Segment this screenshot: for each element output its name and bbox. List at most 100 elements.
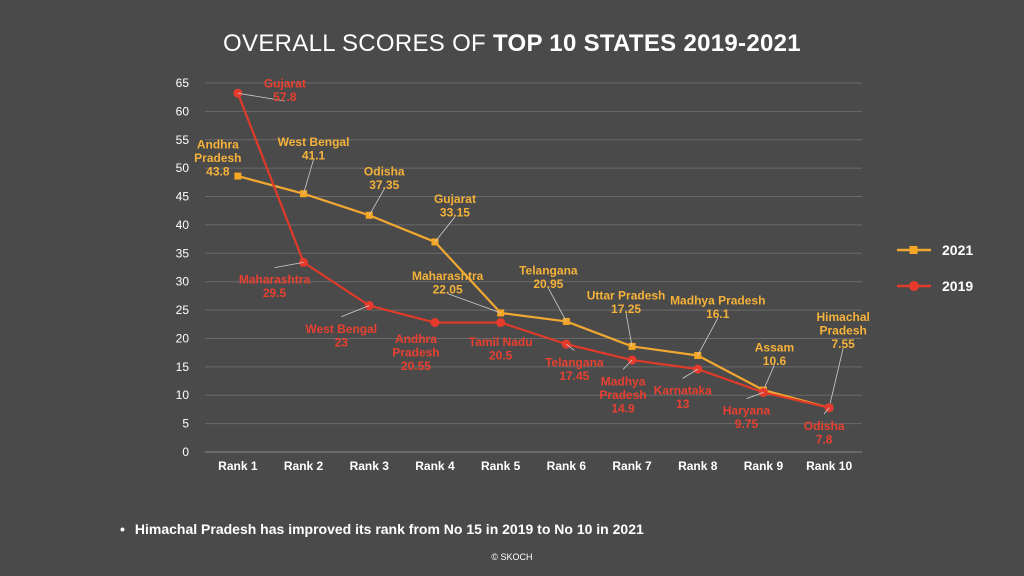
data-label-2021: 37.35 bbox=[369, 178, 399, 192]
credit-text: © SKOCH bbox=[491, 552, 533, 562]
leader-line bbox=[303, 159, 314, 194]
leader-line bbox=[697, 318, 719, 356]
point-2019 bbox=[430, 318, 440, 328]
y-tick-label: 45 bbox=[176, 190, 190, 204]
data-label-2021: 20.95 bbox=[533, 277, 563, 291]
data-label-2019: Tamil Nadu bbox=[469, 335, 533, 349]
data-label-2019: 20.5 bbox=[489, 348, 513, 362]
x-tick-label: Rank 3 bbox=[350, 459, 390, 473]
data-label-2019: 17.45 bbox=[559, 369, 589, 383]
leader-line bbox=[746, 392, 764, 400]
y-tick-label: 35 bbox=[176, 246, 190, 260]
leader-line bbox=[237, 92, 285, 102]
data-label-2019: Odisha bbox=[804, 419, 845, 433]
leader-line bbox=[274, 261, 304, 269]
data-label-2021: Uttar Pradesh bbox=[587, 289, 666, 303]
series-line-2019 bbox=[236, 92, 830, 409]
leader-line bbox=[763, 364, 775, 391]
data-label-2019: West Bengal bbox=[305, 322, 377, 336]
x-tick-label: Rank 9 bbox=[744, 459, 784, 473]
legend-label-2019: 2019 bbox=[942, 278, 973, 294]
y-tick-label: 50 bbox=[176, 161, 190, 175]
bullet-icon: • bbox=[120, 521, 125, 537]
data-label-2021: Assam bbox=[755, 340, 794, 354]
data-label-2019: Karnataka bbox=[654, 383, 712, 397]
data-label-2021: Andhra bbox=[197, 138, 239, 152]
data-label-2019: 14.9 bbox=[611, 402, 635, 416]
data-label-2019: Pradesh bbox=[392, 346, 439, 360]
leader-line bbox=[828, 348, 844, 408]
leader-line bbox=[566, 343, 575, 351]
leader-line bbox=[622, 359, 633, 370]
data-label-2021: 16.1 bbox=[706, 307, 730, 321]
leader-line bbox=[682, 368, 698, 379]
chart-title-bold: TOP 10 STATES 2019-2021 bbox=[492, 30, 801, 57]
data-label-2019: 23 bbox=[335, 335, 349, 349]
data-label-2021: Maharashtra bbox=[412, 269, 484, 283]
data-label-2021: Madhya Pradesh bbox=[670, 294, 765, 308]
x-tick-label: Rank 5 bbox=[481, 459, 521, 473]
y-tick-label: 30 bbox=[176, 275, 190, 289]
data-label-2021: 10.6 bbox=[763, 354, 787, 368]
x-tick-label: Rank 2 bbox=[284, 459, 324, 473]
y-tick-label: 20 bbox=[176, 331, 190, 345]
legend-marker-2019 bbox=[909, 281, 919, 291]
y-tick-label: 0 bbox=[182, 445, 189, 459]
y-tick-label: 25 bbox=[176, 303, 190, 317]
data-label-2021: Pradesh bbox=[819, 324, 866, 338]
x-tick-label: Rank 8 bbox=[678, 459, 718, 473]
data-label-2021: Odisha bbox=[364, 165, 405, 179]
footnote-text: Himachal Pradesh has improved its rank f… bbox=[134, 521, 644, 537]
y-tick-label: 40 bbox=[176, 218, 190, 232]
leader-line bbox=[625, 313, 633, 347]
legend-label-2021: 2021 bbox=[942, 242, 973, 258]
chart-title-regular: OVERALL SCORES OF bbox=[223, 30, 486, 57]
x-tick-label: Rank 6 bbox=[547, 459, 587, 473]
x-tick-label: Rank 7 bbox=[612, 459, 652, 473]
leader-line bbox=[368, 188, 385, 216]
data-label-2019: 20.55 bbox=[401, 359, 431, 373]
leader-line bbox=[823, 407, 830, 415]
y-tick-label: 5 bbox=[182, 417, 189, 431]
x-tick-label: Rank 4 bbox=[415, 459, 455, 473]
data-label-2019: Andhra bbox=[395, 332, 437, 346]
chart-title: OVERALL SCORES OF TOP 10 STATES 2019-202… bbox=[0, 30, 1024, 58]
series-line-2021 bbox=[237, 175, 830, 409]
data-label-2021: West Bengal bbox=[278, 135, 350, 149]
legend-marker-2021 bbox=[909, 246, 918, 254]
data-label-2019: 13 bbox=[676, 397, 690, 411]
data-label-2021: 41.1 bbox=[302, 148, 326, 162]
data-label-2021: 17.25 bbox=[611, 302, 641, 316]
data-label-2019: 57.8 bbox=[273, 90, 297, 104]
point-2021 bbox=[234, 172, 242, 180]
leader-line bbox=[547, 287, 567, 322]
data-label-2021: Pradesh bbox=[194, 151, 241, 165]
data-label-2021: Himachal bbox=[816, 310, 869, 324]
y-tick-label: 60 bbox=[176, 104, 190, 118]
data-label-2021: 43.8 bbox=[206, 165, 230, 179]
x-tick-label: Rank 10 bbox=[806, 459, 852, 473]
y-tick-label: 55 bbox=[176, 133, 190, 147]
y-tick-label: 10 bbox=[176, 388, 190, 402]
data-label-2021: Telangana bbox=[519, 264, 578, 278]
y-tick-label: 65 bbox=[176, 76, 190, 90]
data-label-2019: 29.5 bbox=[263, 286, 287, 300]
data-label-2019: 9.75 bbox=[735, 417, 759, 431]
data-label-2021: Gujarat bbox=[434, 192, 476, 206]
data-label-2019: Maharashtra bbox=[239, 273, 311, 287]
data-label-2019: Pradesh bbox=[599, 388, 646, 402]
data-label-2021: 33.15 bbox=[440, 206, 470, 220]
leader-line bbox=[434, 216, 456, 243]
footnote: • Himachal Pradesh has improved its rank … bbox=[120, 521, 644, 537]
leader-line bbox=[447, 293, 501, 314]
data-label-2019: Telangana bbox=[545, 355, 604, 369]
x-tick-label: Rank 1 bbox=[218, 459, 258, 473]
data-label-2021: 22.05 bbox=[433, 283, 463, 297]
data-label-2019: Madhya bbox=[601, 375, 646, 389]
point-2019 bbox=[496, 318, 506, 328]
data-label-2019: Haryana bbox=[723, 404, 771, 418]
data-label-2019: 7.8 bbox=[816, 432, 833, 446]
leader-line bbox=[341, 305, 370, 318]
data-label-2019: Gujarat bbox=[264, 76, 306, 90]
